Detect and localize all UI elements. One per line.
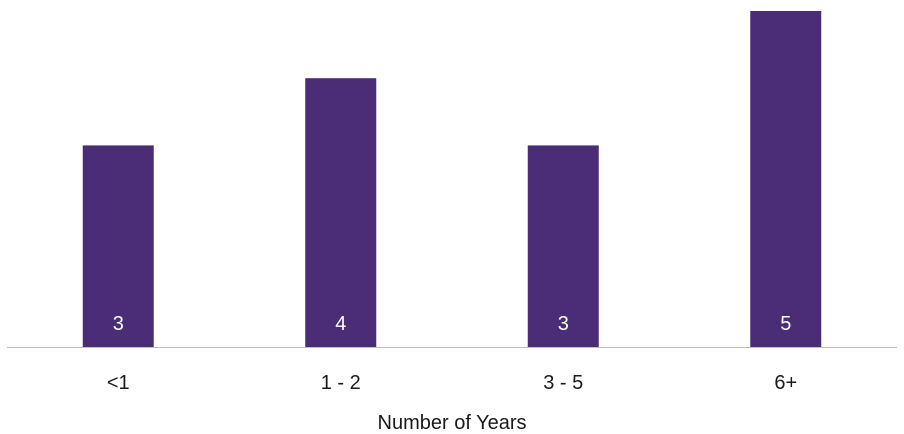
data-label-1: 4 [335, 313, 346, 335]
x-axis-title: Number of Years [378, 412, 527, 434]
bar-2 [527, 145, 599, 347]
x-tick-label-2: 3 - 5 [543, 372, 583, 394]
x-tick-label-3: 6+ [774, 372, 797, 394]
bar-0 [82, 145, 154, 347]
x-tick-label-0: <1 [107, 372, 130, 394]
data-label-0: 3 [113, 313, 124, 335]
bars-group: 3 4 3 5 [82, 11, 822, 347]
x-tick-label-1: 1 - 2 [321, 372, 361, 394]
bar-1 [305, 78, 377, 347]
data-label-2: 3 [558, 313, 569, 335]
x-tick-labels: <1 1 - 2 3 - 5 6+ [107, 372, 797, 394]
bar-3 [750, 11, 822, 347]
data-label-3: 5 [780, 313, 791, 335]
